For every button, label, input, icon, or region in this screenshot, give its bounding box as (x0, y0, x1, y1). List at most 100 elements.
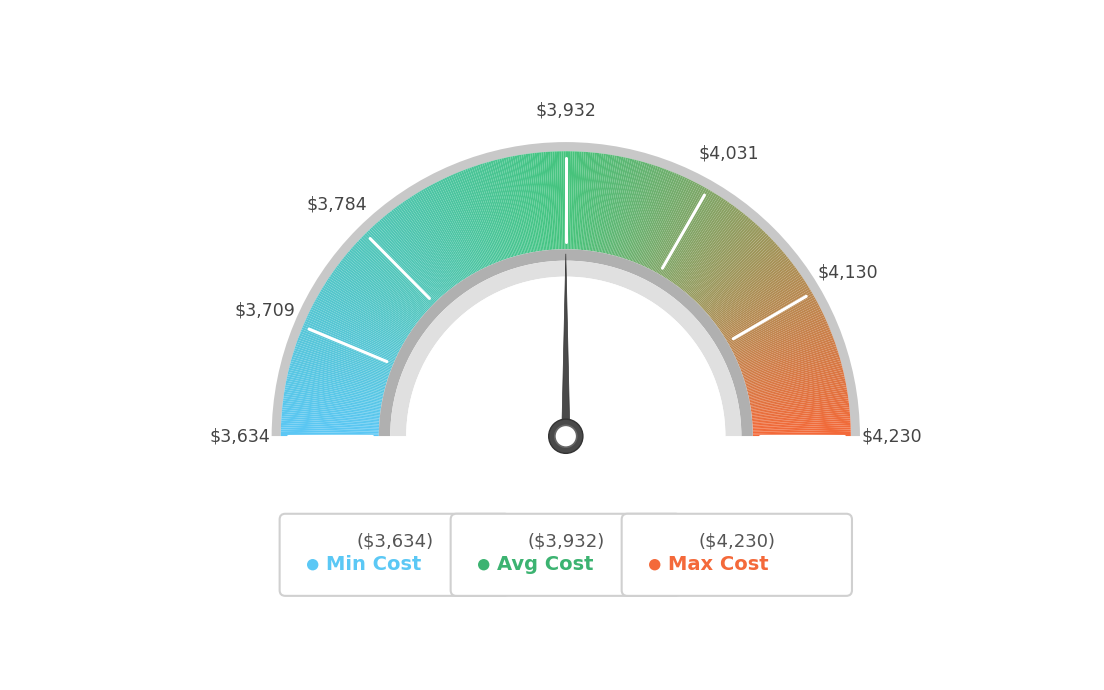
Wedge shape (619, 163, 649, 257)
Wedge shape (718, 270, 799, 328)
Text: Max Cost: Max Cost (668, 555, 769, 574)
Wedge shape (282, 414, 380, 423)
Wedge shape (283, 398, 381, 413)
Wedge shape (521, 155, 538, 252)
Wedge shape (569, 151, 573, 249)
Wedge shape (681, 213, 744, 290)
Wedge shape (295, 346, 389, 378)
Wedge shape (390, 211, 452, 289)
Wedge shape (710, 255, 787, 318)
Wedge shape (375, 222, 442, 297)
Wedge shape (640, 175, 681, 265)
Wedge shape (752, 403, 849, 415)
Wedge shape (379, 249, 753, 436)
Wedge shape (378, 221, 443, 296)
Wedge shape (641, 175, 683, 266)
Wedge shape (485, 163, 513, 257)
Wedge shape (384, 215, 448, 292)
Wedge shape (742, 342, 836, 375)
Wedge shape (282, 409, 380, 420)
Wedge shape (284, 389, 381, 407)
Wedge shape (285, 387, 382, 406)
Wedge shape (339, 262, 418, 323)
Wedge shape (713, 259, 792, 322)
Circle shape (555, 425, 576, 447)
Wedge shape (585, 152, 597, 250)
Wedge shape (443, 178, 486, 268)
Wedge shape (445, 177, 488, 267)
Wedge shape (724, 286, 809, 339)
Wedge shape (661, 191, 713, 276)
Wedge shape (365, 232, 436, 303)
Wedge shape (694, 230, 764, 302)
Wedge shape (287, 376, 383, 398)
Wedge shape (492, 160, 519, 255)
Wedge shape (399, 204, 457, 285)
Wedge shape (512, 156, 532, 253)
Circle shape (549, 419, 583, 453)
Wedge shape (559, 151, 563, 249)
Wedge shape (628, 167, 662, 260)
Wedge shape (539, 152, 550, 250)
Wedge shape (690, 224, 757, 298)
Wedge shape (369, 228, 438, 301)
Wedge shape (751, 398, 849, 413)
Wedge shape (282, 407, 380, 419)
Wedge shape (753, 418, 850, 426)
Wedge shape (615, 161, 644, 256)
Wedge shape (733, 309, 821, 354)
Wedge shape (284, 392, 381, 408)
Wedge shape (309, 310, 397, 355)
Wedge shape (745, 357, 840, 386)
Wedge shape (753, 434, 851, 436)
Wedge shape (552, 151, 559, 250)
Wedge shape (711, 256, 788, 319)
Wedge shape (294, 351, 388, 382)
Wedge shape (543, 152, 553, 250)
Wedge shape (296, 342, 390, 375)
Wedge shape (609, 159, 635, 255)
Wedge shape (637, 173, 677, 264)
Wedge shape (675, 204, 733, 285)
Wedge shape (731, 303, 819, 350)
Wedge shape (280, 425, 379, 431)
Wedge shape (753, 425, 851, 431)
Wedge shape (490, 161, 518, 256)
Wedge shape (676, 206, 735, 286)
Wedge shape (305, 321, 395, 362)
Wedge shape (288, 368, 384, 393)
Wedge shape (360, 238, 432, 307)
Wedge shape (707, 248, 781, 314)
Wedge shape (714, 264, 794, 324)
Wedge shape (721, 278, 804, 333)
Wedge shape (289, 363, 385, 390)
Wedge shape (750, 387, 847, 406)
Wedge shape (726, 289, 811, 341)
Wedge shape (625, 166, 658, 259)
Wedge shape (426, 186, 476, 273)
Wedge shape (636, 172, 675, 264)
Text: ($3,932): ($3,932) (528, 533, 604, 551)
Wedge shape (606, 158, 630, 254)
Wedge shape (630, 169, 667, 262)
Wedge shape (349, 249, 425, 315)
Wedge shape (368, 230, 437, 302)
Wedge shape (425, 188, 475, 274)
Wedge shape (739, 327, 830, 366)
Wedge shape (302, 325, 394, 365)
Wedge shape (715, 265, 795, 325)
Wedge shape (501, 158, 526, 254)
Wedge shape (394, 207, 455, 287)
Wedge shape (737, 323, 828, 364)
Wedge shape (708, 251, 784, 316)
Wedge shape (363, 235, 434, 305)
Wedge shape (720, 274, 802, 331)
Wedge shape (716, 267, 796, 326)
Wedge shape (304, 323, 394, 364)
Wedge shape (328, 278, 411, 333)
Wedge shape (297, 339, 390, 374)
Wedge shape (712, 258, 789, 320)
Wedge shape (355, 243, 428, 310)
Wedge shape (662, 192, 714, 277)
Wedge shape (737, 325, 829, 365)
